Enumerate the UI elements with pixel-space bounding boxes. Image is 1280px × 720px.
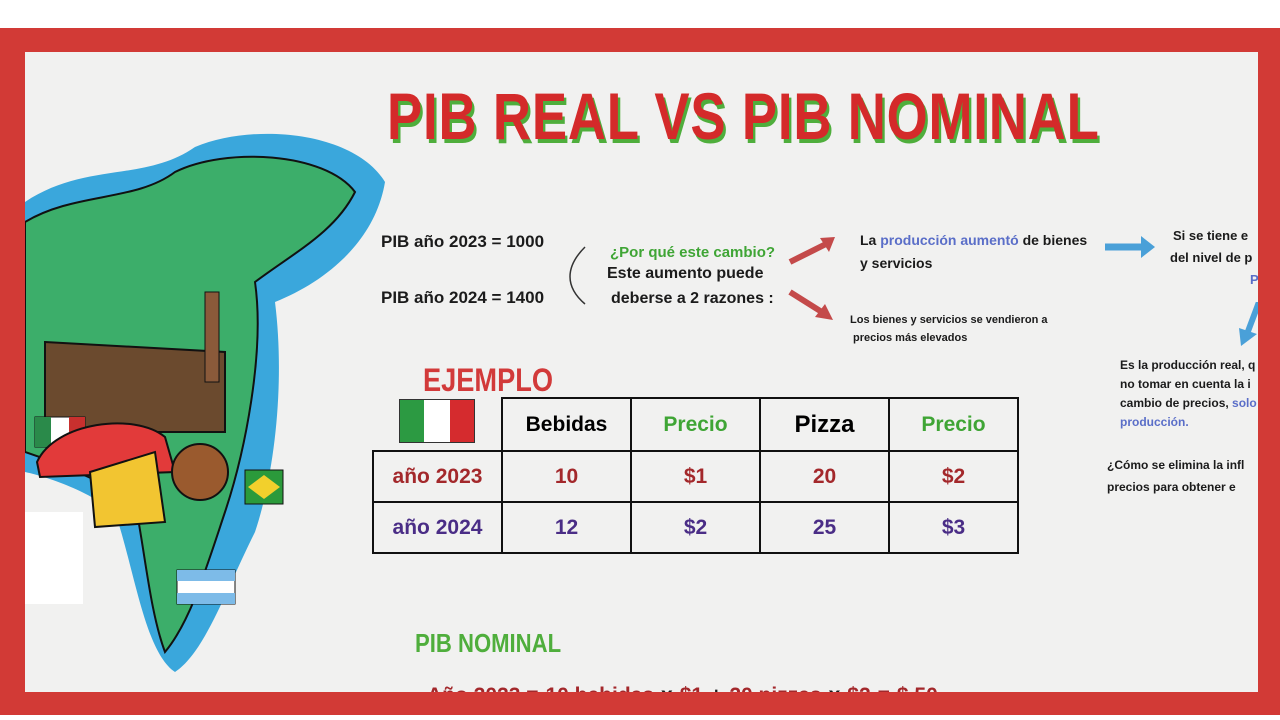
reason: La producción aumentó de bienes — [860, 232, 1087, 248]
text: La — [860, 232, 881, 248]
explanation: Este aumento puede — [607, 265, 764, 282]
paper: PIB REAL VS PIB NOMINAL PIB año 2023 = 1… — [25, 52, 1258, 692]
row: año 2024 12 $2 25 $3 — [372, 501, 1019, 554]
map-illustration — [25, 133, 385, 673]
formula-part: = — [878, 684, 890, 692]
formula-part: 10 bebidas — [545, 684, 654, 692]
fact: PIB año 2023 = 1000 — [381, 232, 545, 251]
definition: producción. — [1120, 415, 1189, 429]
header: Precio — [630, 397, 761, 452]
formula-part: 20 pizzas — [729, 684, 821, 692]
cell: 20 — [759, 450, 890, 503]
formula-part: x — [829, 684, 841, 692]
cell: 10 — [501, 450, 632, 503]
cell: 12 — [501, 501, 632, 554]
formula-part: $ 50 — [897, 684, 938, 692]
red-frame: PIB REAL VS PIB NOMINAL PIB año 2023 = 1… — [0, 28, 1280, 715]
nominal-heading: PIB NOMINAL — [415, 628, 562, 658]
definition: no tomar en cuenta la i — [1120, 377, 1251, 391]
example-heading: EJEMPLO — [423, 362, 553, 398]
header: Precio — [888, 397, 1019, 452]
fact: PIB año 2024 = 1400 — [381, 288, 545, 307]
side-note: P — [1250, 272, 1258, 287]
formula-part: Año 2023 = — [427, 684, 538, 692]
cell: año 2024 — [372, 501, 503, 554]
formula: Año 2023 = 10 bebidas x $1 +20 pizzas x $2 = $ 5… — [427, 684, 945, 692]
formula-part: + — [710, 684, 722, 692]
question-2: precios para obtener e — [1107, 480, 1236, 494]
cell: 25 — [759, 501, 890, 554]
italy-flag — [399, 399, 475, 443]
curve-arrow — [569, 246, 586, 305]
text: de bienes — [1018, 232, 1088, 248]
header: Bebidas — [501, 397, 632, 452]
formula-part: x — [661, 684, 673, 692]
side-note: Si se tiene e — [1173, 228, 1249, 243]
arrow — [1239, 302, 1258, 346]
formula-part: $2 — [847, 684, 870, 692]
cell: $3 — [888, 501, 1019, 554]
question-2: ¿Cómo se elimina la infl — [1107, 458, 1245, 472]
reason: precios más elevados — [853, 332, 968, 344]
formula-part: $1 — [680, 684, 703, 692]
row: año 2023 10 $1 20 $2 — [372, 450, 1019, 503]
cell: año 2023 — [372, 450, 503, 503]
explanation: deberse a 2 razones : — [611, 290, 774, 307]
table: Bebidas Precio Pizza Precio año 2023 10 $1… — [372, 397, 1019, 554]
arrows — [788, 237, 835, 320]
side-note: del nivel de p — [1170, 250, 1253, 265]
cell: $2 — [630, 501, 761, 554]
reason: Los bienes y servicios se vendieron a — [850, 314, 1048, 326]
cell: $2 — [888, 450, 1019, 503]
highlight: producción aumentó — [880, 232, 1019, 248]
flag-cell — [373, 398, 502, 451]
header-row: Bebidas Precio Pizza Precio — [373, 397, 1019, 452]
highlight: solo — [1232, 396, 1257, 410]
question: ¿Por qué este cambio? — [610, 244, 776, 261]
cell: $1 — [630, 450, 761, 503]
reason: y servicios — [860, 255, 933, 271]
header: Pizza — [759, 397, 890, 452]
title: PIB REAL VS PIB NOMINAL — [387, 79, 1100, 153]
definition: Es la producción real, q — [1120, 358, 1256, 372]
definition: cambio de precios, solo — [1120, 396, 1257, 410]
text: cambio de precios, — [1120, 396, 1233, 410]
arrow — [1105, 236, 1155, 258]
